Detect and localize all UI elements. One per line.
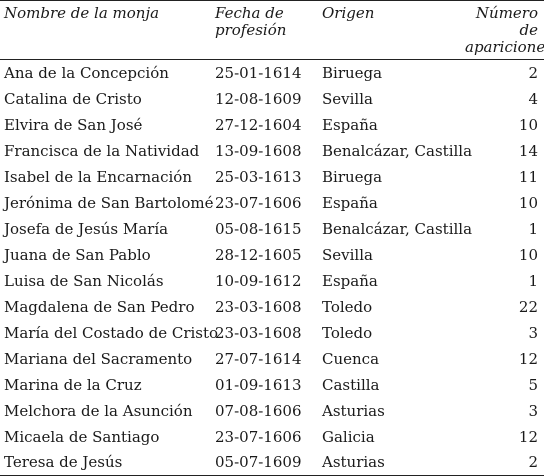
table-row: Magdalena de San Pedro 23-03-1608 Toledo 22 [0,294,544,320]
cell-origin: Benalcázar, Castilla [322,141,473,160]
table-row: Luisa de San Nicolás 10-09-1612 España 1 [0,268,544,294]
cell-name: Melchora de la Asunción [4,401,193,420]
cell-name: Josefa de Jesús María [4,219,169,238]
cell-name: Magdalena de San Pedro [4,297,195,316]
cell-count: 1 [528,219,538,238]
cell-origin: Galicia [322,427,375,446]
cell-count: 10 [518,245,538,264]
cell-name: Marina de la Cruz [4,375,142,394]
cell-name: Catalina de Cristo [4,89,142,108]
cell-origin: Toledo [322,323,373,342]
cell-name: Luisa de San Nicolás [4,271,164,290]
cell-date: 23-03-1608 [215,323,302,342]
cell-origin: Sevilla [322,245,373,264]
cell-origin: España [322,271,378,290]
cell-origin: Asturias [322,453,385,472]
cell-count: 3 [528,323,538,342]
cell-origin: España [322,193,378,212]
cell-name: Jerónima de San Bartolomé [4,193,214,212]
cell-date: 05-08-1615 [215,219,302,238]
cell-date: 23-03-1608 [215,297,302,316]
cell-name: Micaela de Santiago [4,427,160,446]
cell-date: 10-09-1612 [215,271,302,290]
table-row: Jerónima de San Bartolomé 23-07-1606 Españ… [0,190,544,216]
cell-date: 23-07-1606 [215,193,302,212]
cell-count: 4 [528,89,538,108]
cell-origin: Benalcázar, Castilla [322,219,473,238]
cell-name: Teresa de Jesús [4,453,123,472]
table-row: Isabel de la Encarnación 25-03-1613 Birueg… [0,164,544,190]
cell-count: 2 [528,453,538,472]
cell-origin: Toledo [322,297,373,316]
cell-count: 1 [528,271,538,290]
cell-date: 28-12-1605 [215,245,302,264]
cell-count: 12 [518,427,538,446]
cell-date: 05-07-1609 [215,453,302,472]
cell-name: Juana de San Pablo [4,245,151,264]
header-count: Número de apariciones [465,4,544,56]
cell-date: 23-07-1606 [215,427,302,446]
table-row: Juana de San Pablo 28-12-1605 Sevilla 10 [0,242,544,268]
cell-origin: España [322,115,378,134]
cell-name: Ana de la Concepción [4,63,169,82]
cell-origin: Asturias [322,401,385,420]
cell-origin: Cuenca [322,349,380,368]
cell-origin: Castilla [322,375,380,394]
table-row: Elvira de San José 27-12-1604 España 10 [0,112,544,138]
cell-count: 3 [528,401,538,420]
table-row: Ana de la Concepción 25-01-1614 Biruega 2 [0,60,544,86]
cell-date: 25-01-1614 [215,63,302,82]
table-row: Micaela de Santiago 23-07-1606 Galicia 12 [0,424,544,450]
cell-name: Mariana del Sacramento [4,349,193,368]
cell-date: 27-12-1604 [215,115,302,134]
table-header: Nombre de la monja Fecha de profesión Or… [0,0,544,60]
table-row: Marina de la Cruz 01-09-1613 Castilla 5 [0,372,544,398]
cell-name: Francisca de la Natividad [4,141,200,160]
cell-count: 12 [518,349,538,368]
cell-count: 10 [518,193,538,212]
table-row: María del Costado de Cristo 23-03-1608 Tol… [0,320,544,346]
table-body: Ana de la Concepción 25-01-1614 Biruega 2 Ca… [0,60,544,476]
header-row: Nombre de la monja Fecha de profesión Or… [0,0,544,60]
cell-count: 2 [528,63,538,82]
cell-date: 07-08-1606 [215,401,302,420]
cell-origin: Sevilla [322,89,373,108]
table-row: Teresa de Jesús 05-07-1609 Asturias 2 [0,450,544,476]
cell-date: 13-09-1608 [215,141,302,160]
cell-origin: Biruega [322,167,383,186]
cell-date: 01-09-1613 [215,375,302,394]
cell-count: 11 [518,167,538,186]
table-row: Josefa de Jesús María 05-08-1615 Benalcáza… [0,216,544,242]
cell-date: 27-07-1614 [215,349,302,368]
header-origin: Origen [322,4,375,22]
header-name: Nombre de la monja [4,4,160,22]
cell-name: Elvira de San José [4,115,143,134]
cell-count: 5 [528,375,538,394]
cell-date: 25-03-1613 [215,167,302,186]
header-date: Fecha de profesión [215,4,287,39]
table-row: Mariana del Sacramento 27-07-1614 Cuenca 12 [0,346,544,372]
cell-name: Isabel de la Encarnación [4,167,192,186]
cell-count: 22 [518,297,538,316]
cell-count: 10 [518,115,538,134]
table-row: Catalina de Cristo 12-08-1609 Sevilla 4 [0,86,544,112]
cell-origin: Biruega [322,63,383,82]
cell-date: 12-08-1609 [215,89,302,108]
table-row: Melchora de la Asunción 07-08-1606 Asturia… [0,398,544,424]
table-row: Francisca de la Natividad 13-09-1608 Benal… [0,138,544,164]
cell-count: 14 [518,141,538,160]
cell-name: María del Costado de Cristo [4,323,219,342]
